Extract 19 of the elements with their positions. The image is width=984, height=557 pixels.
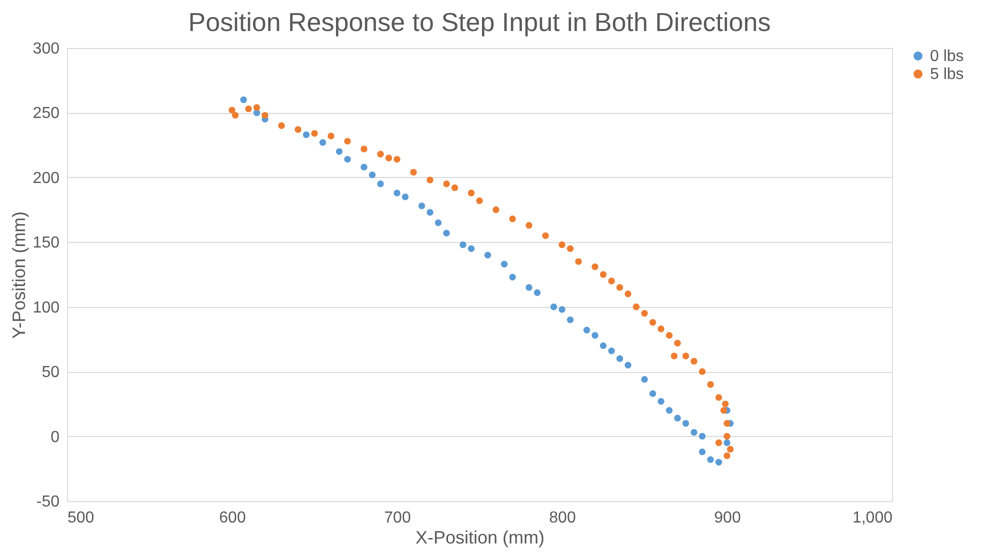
y-tick-label: 200 [32,170,60,187]
legend-label: 5 lbs [930,66,964,83]
x-tick-label: 800 [549,510,576,526]
x-axis-title: X-Position (mm) [415,528,545,548]
x-tick-label: 1,000 [852,510,893,526]
y-tick-label: 0 [50,428,60,446]
y-tick-label: -50 [36,494,60,510]
y-tick-label: 50 [42,364,60,382]
x-tick-label: 700 [384,510,411,526]
x-tick-label: 600 [219,510,246,526]
x-tick-label: 900 [714,510,741,526]
y-tick-label: 300 [32,40,60,58]
legend-label: 0 lbs [930,48,964,65]
y-tick-label: 150 [32,234,60,252]
y-tick-label: 100 [32,299,60,316]
y-axis-title: Y-Position (mm) [8,211,29,339]
y-tick-label: 250 [32,105,60,122]
x-tick-label: 500 [68,510,94,526]
chart-title: Position Response to Step Input in Both Directions [188,7,771,37]
